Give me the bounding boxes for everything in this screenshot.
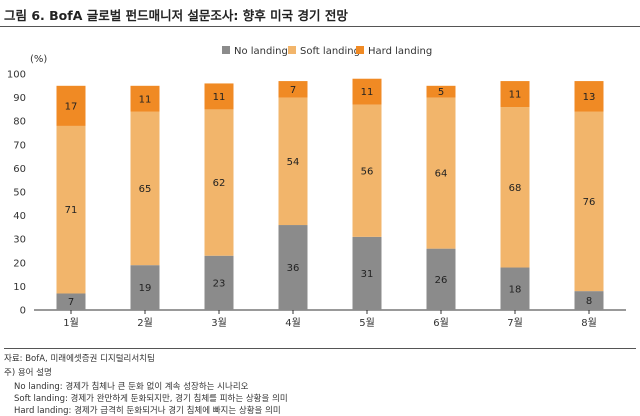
data-label: 11 xyxy=(213,92,226,103)
bar-hard-landing xyxy=(278,81,308,98)
legend-swatch-2 xyxy=(356,46,364,54)
legend-label-2: Hard landing xyxy=(368,46,432,57)
data-label: 56 xyxy=(361,166,374,177)
note-hard-landing: Hard landing: 경제가 급격히 둔화되거나 경기 침체에 빠지는 상… xyxy=(14,406,281,416)
data-label: 19 xyxy=(139,283,152,294)
bar-hard-landing xyxy=(130,85,160,112)
data-label: 11 xyxy=(509,90,522,101)
bar-no-landing xyxy=(352,236,382,310)
data-label: 54 xyxy=(287,157,300,168)
y-tick-label: 40 xyxy=(13,211,26,222)
bar-no-landing xyxy=(500,267,530,310)
bar-soft-landing xyxy=(500,107,530,268)
bar-no-landing xyxy=(574,291,604,310)
data-label: 17 xyxy=(65,101,78,112)
bar-no-landing xyxy=(278,225,308,310)
y-tick-label: 60 xyxy=(13,164,26,175)
y-tick-label: 80 xyxy=(13,117,26,128)
bar-hard-landing xyxy=(426,85,456,98)
bar-soft-landing xyxy=(352,104,382,237)
x-tick-label: 8월 xyxy=(581,317,597,329)
y-axis-label: (%) xyxy=(30,54,47,65)
data-label: 13 xyxy=(583,92,596,103)
bar-hard-landing xyxy=(352,78,382,105)
data-label: 7 xyxy=(290,85,296,96)
y-tick-label: 10 xyxy=(13,282,26,293)
data-label: 31 xyxy=(361,269,374,280)
note-soft-landing: Soft landing: 경제가 완만하게 둔화되지만, 경기 침체를 피하는… xyxy=(14,394,288,404)
data-label: 11 xyxy=(361,87,374,98)
bar-no-landing xyxy=(56,293,86,310)
figure-footer: 자료: BofA, 미래에셋증권 디지털리서치팀 주) 용어 설명 No lan… xyxy=(4,348,636,416)
bar-soft-landing xyxy=(426,97,456,249)
y-tick-label: 90 xyxy=(13,93,26,104)
bar-no-landing xyxy=(130,265,160,310)
bar-soft-landing xyxy=(56,125,86,294)
y-tick-label: 20 xyxy=(13,258,26,269)
stacked-bar-chart: No landing Soft landing Hard landing (%) 0 10… xyxy=(7,46,626,329)
y-tick-label: 70 xyxy=(13,140,26,151)
data-label: 8 xyxy=(586,296,592,307)
bar-hard-landing xyxy=(574,81,604,112)
legend-swatch-1 xyxy=(288,46,296,54)
data-label: 36 xyxy=(287,263,300,274)
y-tick-label: 50 xyxy=(13,188,26,199)
note-no-landing: No landing: 경제가 침체나 큰 둔화 없이 계속 성장하는 시나리오 xyxy=(14,382,249,392)
x-tick-label: 6월 xyxy=(433,317,449,329)
x-tick-label: 3월 xyxy=(211,317,227,329)
data-label: 71 xyxy=(65,205,78,216)
data-label: 7 xyxy=(68,297,74,308)
legend-swatch-0 xyxy=(222,46,230,54)
bar-soft-landing xyxy=(278,97,308,226)
bar-hard-landing xyxy=(500,81,530,108)
bar-no-landing xyxy=(426,248,456,310)
bar-soft-landing xyxy=(204,109,234,256)
y-tick-label: 30 xyxy=(13,235,26,246)
y-tick-label: 100 xyxy=(7,70,26,81)
data-label: 11 xyxy=(139,94,152,105)
bar-hard-landing xyxy=(56,85,86,126)
legend-label-1: Soft landing xyxy=(300,46,360,57)
data-label: 26 xyxy=(435,275,448,286)
x-tick-label: 2월 xyxy=(137,317,153,329)
data-label: 64 xyxy=(435,169,448,180)
note-title: 주) 용어 설명 xyxy=(4,368,52,378)
x-tick-label: 4월 xyxy=(285,317,301,329)
bar-no-landing xyxy=(204,255,234,310)
x-tick-label: 5월 xyxy=(359,317,375,329)
figure-title-bar: 그림 6. BofA 글로벌 펀드매니저 설문조사: 향후 미국 경기 전망 xyxy=(0,0,640,27)
bar-soft-landing xyxy=(574,111,604,292)
data-label: 5 xyxy=(438,87,444,98)
data-label: 23 xyxy=(213,278,226,289)
x-tick-label: 1월 xyxy=(63,317,79,329)
figure-title: 그림 6. BofA 글로벌 펀드매니저 설문조사: 향후 미국 경기 전망 xyxy=(4,8,348,23)
legend-label-0: No landing xyxy=(234,46,288,57)
data-label: 68 xyxy=(509,183,522,194)
bar-hard-landing xyxy=(204,83,234,110)
data-label: 18 xyxy=(509,284,522,295)
bar-soft-landing xyxy=(130,111,160,266)
y-tick-label: 0 xyxy=(20,306,26,317)
data-label: 65 xyxy=(139,184,152,195)
source-note: 자료: BofA, 미래에셋증권 디지털리서치팀 xyxy=(4,354,155,364)
data-label: 76 xyxy=(583,197,596,208)
data-label: 62 xyxy=(213,178,226,189)
x-tick-label: 7월 xyxy=(507,317,523,329)
